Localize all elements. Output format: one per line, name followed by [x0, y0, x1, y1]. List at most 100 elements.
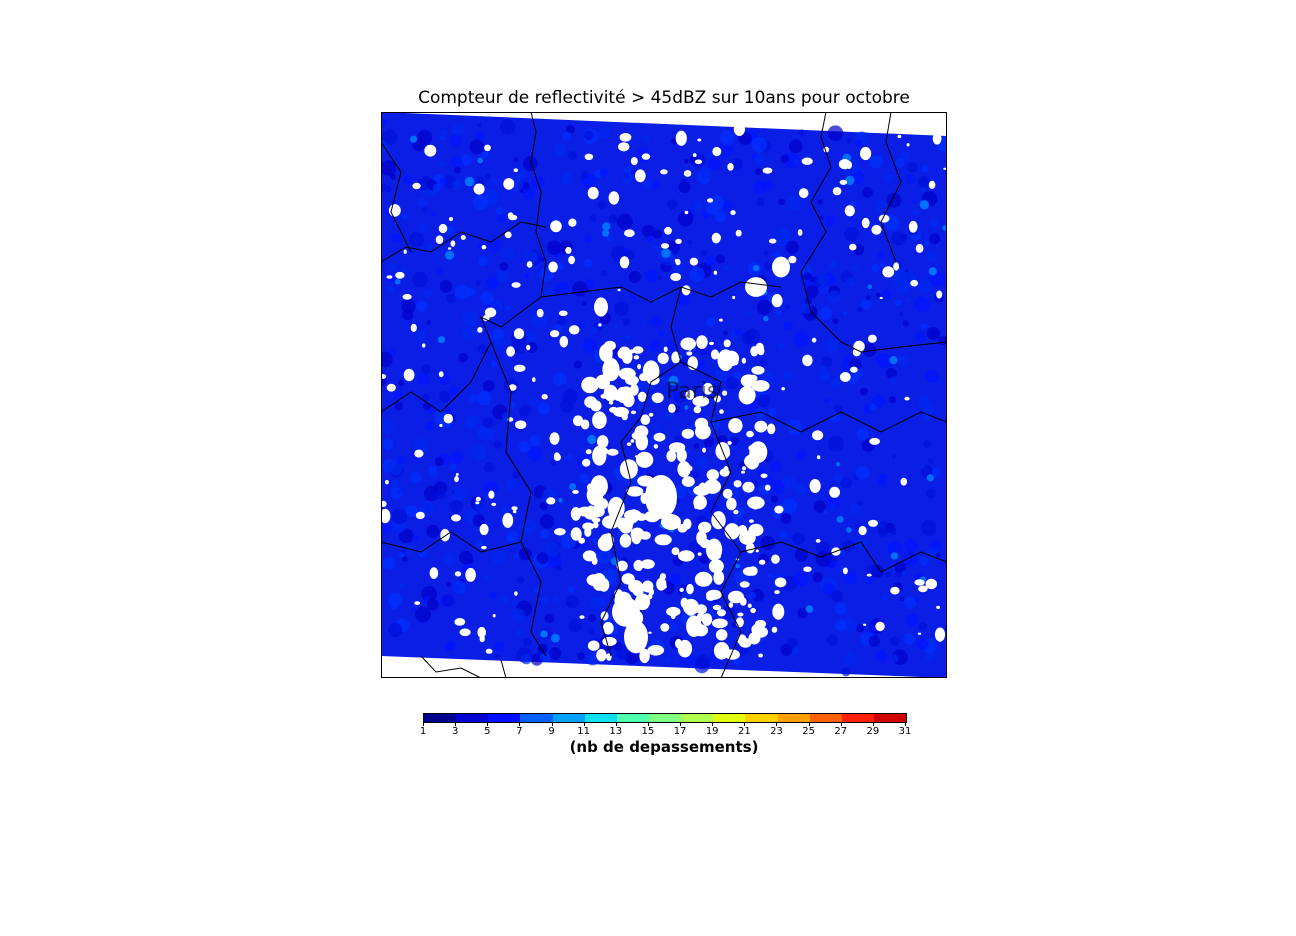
colorbar-tick-label: 25	[802, 726, 815, 737]
reflectivity-cell	[921, 165, 929, 173]
no-data-patch	[728, 418, 743, 434]
reflectivity-cell	[583, 130, 594, 140]
reflectivity-cell	[904, 538, 918, 553]
reflectivity-cell	[472, 194, 489, 210]
reflectivity-cell	[505, 305, 511, 311]
reflectivity-cell	[468, 394, 477, 402]
no-data-patch	[592, 445, 607, 466]
colorbar-segment	[873, 714, 907, 722]
reflectivity-cell	[733, 371, 742, 380]
no-data-patch	[506, 346, 515, 357]
reflectivity-cell	[665, 340, 676, 351]
border-line	[740, 541, 947, 573]
no-data-patch	[675, 130, 687, 146]
reflectivity-cell	[793, 331, 809, 348]
reflectivity-cell	[480, 291, 494, 305]
no-data-patch	[932, 132, 942, 145]
no-data-patch	[559, 336, 569, 348]
reflectivity-cell	[506, 531, 519, 544]
reflectivity-cell	[844, 226, 859, 242]
no-data-patch	[853, 340, 865, 352]
reflectivity-cell	[857, 306, 864, 313]
no-data-patch	[666, 606, 681, 617]
reflectivity-cell	[425, 420, 436, 431]
reflectivity-cell	[451, 180, 462, 190]
no-data-patch	[651, 392, 664, 403]
reflectivity-cell	[770, 495, 778, 503]
no-data-patch	[450, 240, 456, 247]
reflectivity-cell	[918, 622, 927, 631]
reflectivity-cell	[780, 512, 792, 524]
no-data-patch	[869, 437, 880, 445]
reflectivity-cell	[463, 327, 468, 332]
no-data-patch	[914, 579, 925, 586]
no-data-patch	[727, 440, 732, 445]
reflectivity-cell	[911, 208, 921, 217]
reflectivity-cell	[597, 200, 607, 209]
reflectivity-cell	[527, 561, 535, 569]
no-data-patch	[415, 511, 425, 520]
reflectivity-cell	[705, 255, 716, 267]
no-data-patch	[752, 502, 759, 510]
reflectivity-cell	[803, 272, 812, 280]
reflectivity-cell	[916, 637, 929, 650]
reflectivity-cell	[435, 488, 446, 500]
no-data-patch	[735, 617, 744, 628]
reflectivity-cell	[798, 129, 805, 136]
reflectivity-cell	[469, 139, 485, 155]
reflectivity-cell	[693, 471, 700, 478]
no-data-patch	[653, 444, 659, 449]
no-data-patch	[619, 256, 630, 269]
reflectivity-cell	[784, 370, 794, 380]
reflectivity-cell	[684, 159, 689, 164]
colorbar-segment	[424, 714, 457, 722]
reflectivity-cell	[418, 223, 429, 233]
reflectivity-cell	[579, 473, 589, 484]
reflectivity-cell	[775, 232, 790, 247]
reflectivity-cell	[561, 172, 574, 186]
no-data-patch	[755, 549, 759, 553]
no-data-patch	[558, 310, 568, 317]
reflectivity-cell	[836, 515, 844, 523]
no-data-patch	[748, 566, 758, 576]
reflectivity-cell	[756, 299, 772, 315]
reflectivity-cell	[589, 597, 603, 610]
no-data-patch	[686, 583, 694, 595]
colorbar-label: (nb de depassements)	[569, 738, 759, 756]
no-data-patch	[774, 590, 780, 595]
no-data-patch	[685, 390, 695, 400]
no-data-patch	[606, 448, 619, 456]
no-data-patch	[803, 566, 812, 572]
reflectivity-cell	[855, 524, 860, 530]
no-data-patch	[549, 432, 560, 445]
no-data-patch	[473, 183, 485, 195]
reflectivity-cell	[526, 342, 538, 353]
no-data-patch	[713, 270, 718, 275]
reflectivity-cell	[451, 489, 456, 495]
reflectivity-cell	[513, 553, 520, 560]
reflectivity-cell	[778, 343, 785, 350]
no-data-patch	[726, 497, 737, 511]
no-data-patch	[608, 191, 620, 205]
no-data-patch	[742, 466, 747, 471]
no-data-patch	[639, 531, 651, 540]
reflectivity-cell	[578, 321, 586, 329]
reflectivity-cell	[393, 390, 403, 400]
reflectivity-cell	[608, 214, 618, 223]
reflectivity-cell	[879, 473, 887, 482]
reflectivity-cell	[926, 546, 940, 560]
reflectivity-cell	[553, 215, 559, 221]
colorbar-segment	[777, 714, 810, 722]
reflectivity-cell	[699, 166, 712, 179]
no-data-patch	[475, 496, 481, 502]
no-data-patch	[513, 364, 526, 372]
reflectivity-cell	[865, 295, 871, 301]
no-data-patch	[730, 210, 736, 216]
reflectivity-cell	[763, 261, 773, 270]
no-data-patch	[616, 560, 628, 572]
no-data-patch	[570, 527, 582, 541]
reflectivity-cell	[516, 575, 525, 584]
no-data-patch	[628, 580, 643, 593]
reflectivity-cell	[699, 553, 710, 564]
reflectivity-cell	[409, 232, 425, 248]
